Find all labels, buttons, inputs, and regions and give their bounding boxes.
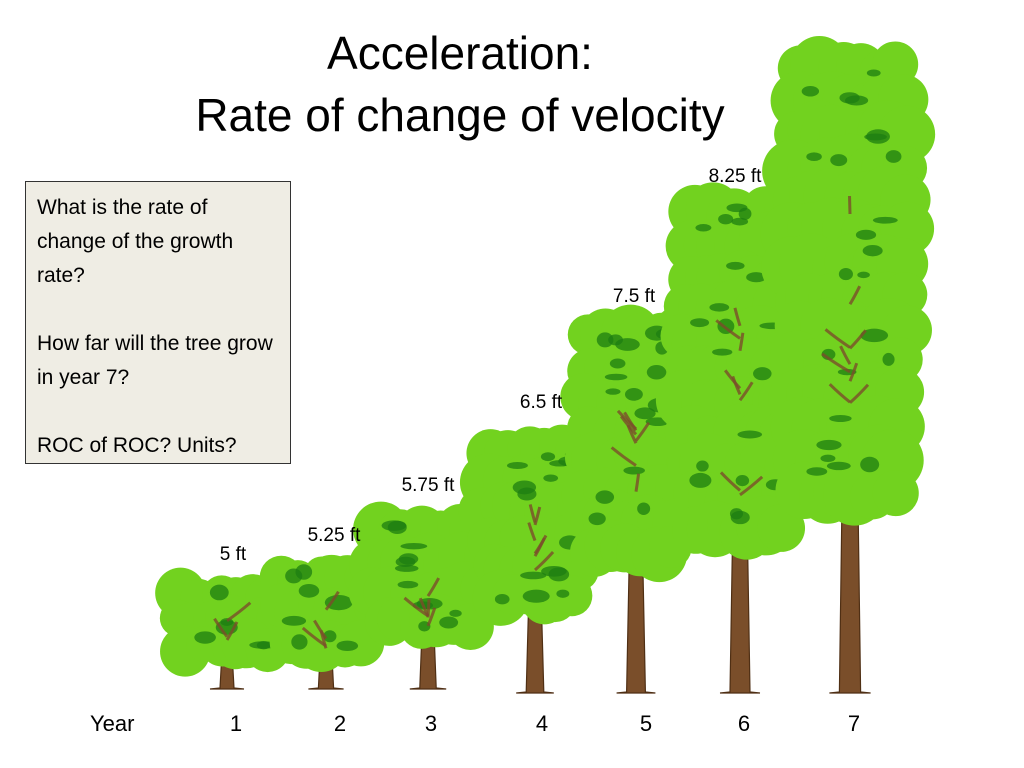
year-label-3: 3 <box>424 711 438 736</box>
year-label-7: 7 <box>847 711 861 736</box>
height-label-year-4: 6.5 ft <box>519 392 563 413</box>
height-label-year-1: 5 ft <box>219 544 247 565</box>
year-label-1: 1 <box>229 711 243 736</box>
height-label-year-3: 5.75 ft <box>401 475 455 496</box>
height-label-year-2: 5.25 ft <box>307 525 361 546</box>
year-axis-title: Year <box>90 711 135 736</box>
height-label-year-6: 8.25 ft <box>708 166 762 187</box>
slide-title: Acceleration: Rate of change of velocity <box>140 22 780 146</box>
question-year-7: How far will the tree grow in year 7? <box>37 332 273 389</box>
question-roc-units: ROC of ROC? Units? <box>37 434 237 457</box>
height-label-year-5: 7.5 ft <box>612 286 656 307</box>
question-box: What is the rate of change of the growth… <box>25 181 291 464</box>
tree-year-1 <box>155 567 298 690</box>
title-line-1: Acceleration: <box>327 27 593 79</box>
tree-year-7 <box>760 36 936 694</box>
year-label-2: 2 <box>333 711 347 736</box>
title-line-2: Rate of change of velocity <box>195 89 725 141</box>
year-label-6: 6 <box>737 711 751 736</box>
question-growth-rate: What is the rate of change of the growth… <box>37 196 234 287</box>
year-label-5: 5 <box>639 711 653 736</box>
year-label-4: 4 <box>535 711 549 736</box>
